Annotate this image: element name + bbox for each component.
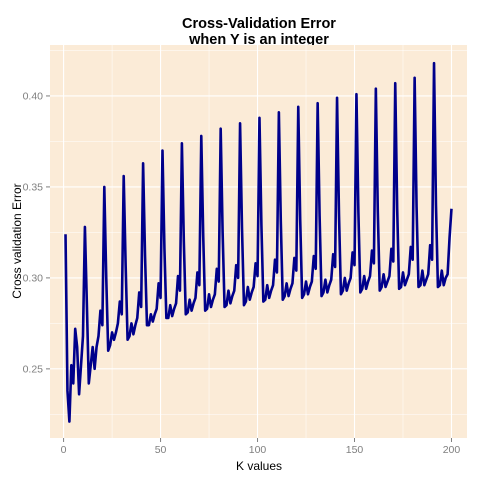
x-axis-label: K values: [236, 459, 282, 473]
x-tick-label: 150: [346, 444, 364, 456]
chart-title-line-2: when Y is an integer: [188, 32, 329, 48]
x-tick-label: 0: [61, 444, 67, 456]
y-tick-labels: 0.25 0.30 0.35 0.40: [23, 91, 44, 376]
x-tick-marks: [63, 438, 452, 442]
y-axis-label: Cross validation Error: [10, 183, 24, 298]
y-tick-label: 0.30: [23, 273, 44, 285]
x-tick-label: 100: [249, 444, 267, 456]
x-tick-label: 200: [443, 444, 461, 456]
x-tick-label: 50: [155, 444, 167, 456]
chart-title-line-1: Cross-Validation Error: [182, 16, 336, 32]
y-tick-label: 0.40: [23, 91, 44, 103]
series-line: [64, 61, 453, 423]
y-tick-label: 0.35: [23, 182, 44, 194]
y-tick-marks: [46, 95, 50, 370]
x-tick-labels: 0 50 100 150 200: [61, 444, 461, 456]
y-tick-label: 0.25: [23, 364, 44, 376]
